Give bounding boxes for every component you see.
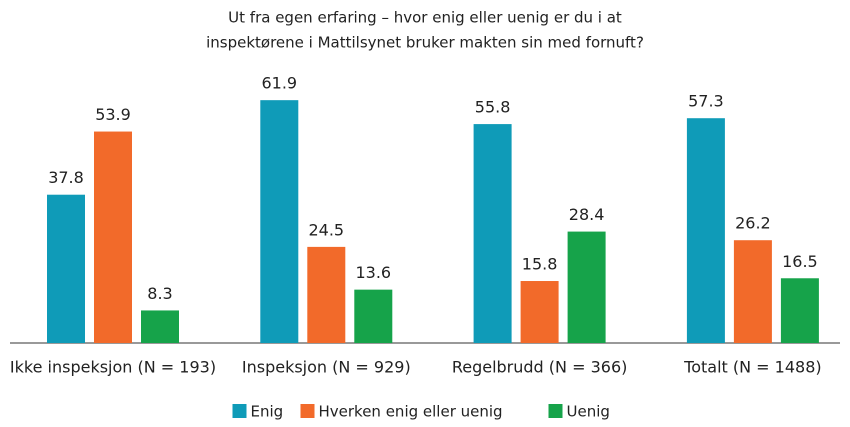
value-label: 15.8 (522, 255, 558, 274)
bar (47, 194, 85, 343)
bar (307, 246, 346, 343)
x-tick-label: Regelbrudd (N = 366) (452, 358, 628, 377)
bar (520, 281, 559, 343)
x-tick-label: Ikke inspeksjon (N = 193) (10, 358, 216, 377)
legend-swatch (300, 404, 315, 418)
x-tick-label: Totalt (N = 1488) (683, 358, 821, 377)
value-label: 37.8 (48, 168, 84, 187)
bar (473, 124, 512, 343)
legend-label: Hverken enig eller uenig (319, 403, 503, 421)
bar (94, 131, 132, 343)
value-label: 28.4 (569, 205, 605, 224)
bar (733, 240, 772, 343)
value-label: 8.3 (147, 284, 172, 303)
value-label: 53.9 (95, 105, 131, 124)
bar (780, 278, 819, 343)
bar (141, 310, 179, 343)
value-label: 13.6 (355, 263, 391, 282)
value-label: 55.8 (475, 98, 511, 117)
x-tick-label: Inspeksjon (N = 929) (242, 358, 411, 377)
value-label: 24.5 (308, 220, 344, 239)
chart-title: inspektørene i Mattilsynet bruker makten… (206, 34, 644, 52)
value-label: 57.3 (688, 92, 724, 111)
value-label: 16.5 (782, 252, 818, 271)
legend-label: Uenig (567, 403, 610, 421)
bar (354, 289, 393, 343)
legend-swatch (548, 404, 563, 418)
legend-swatch (232, 404, 247, 418)
bar (260, 100, 299, 344)
value-label: 61.9 (261, 74, 297, 93)
bar (567, 231, 606, 343)
value-label: 26.2 (735, 214, 771, 233)
bar (686, 118, 725, 343)
legend-label: Enig (251, 403, 284, 421)
chart-title: Ut fra egen erfaring – hvor enig eller u… (228, 9, 622, 27)
